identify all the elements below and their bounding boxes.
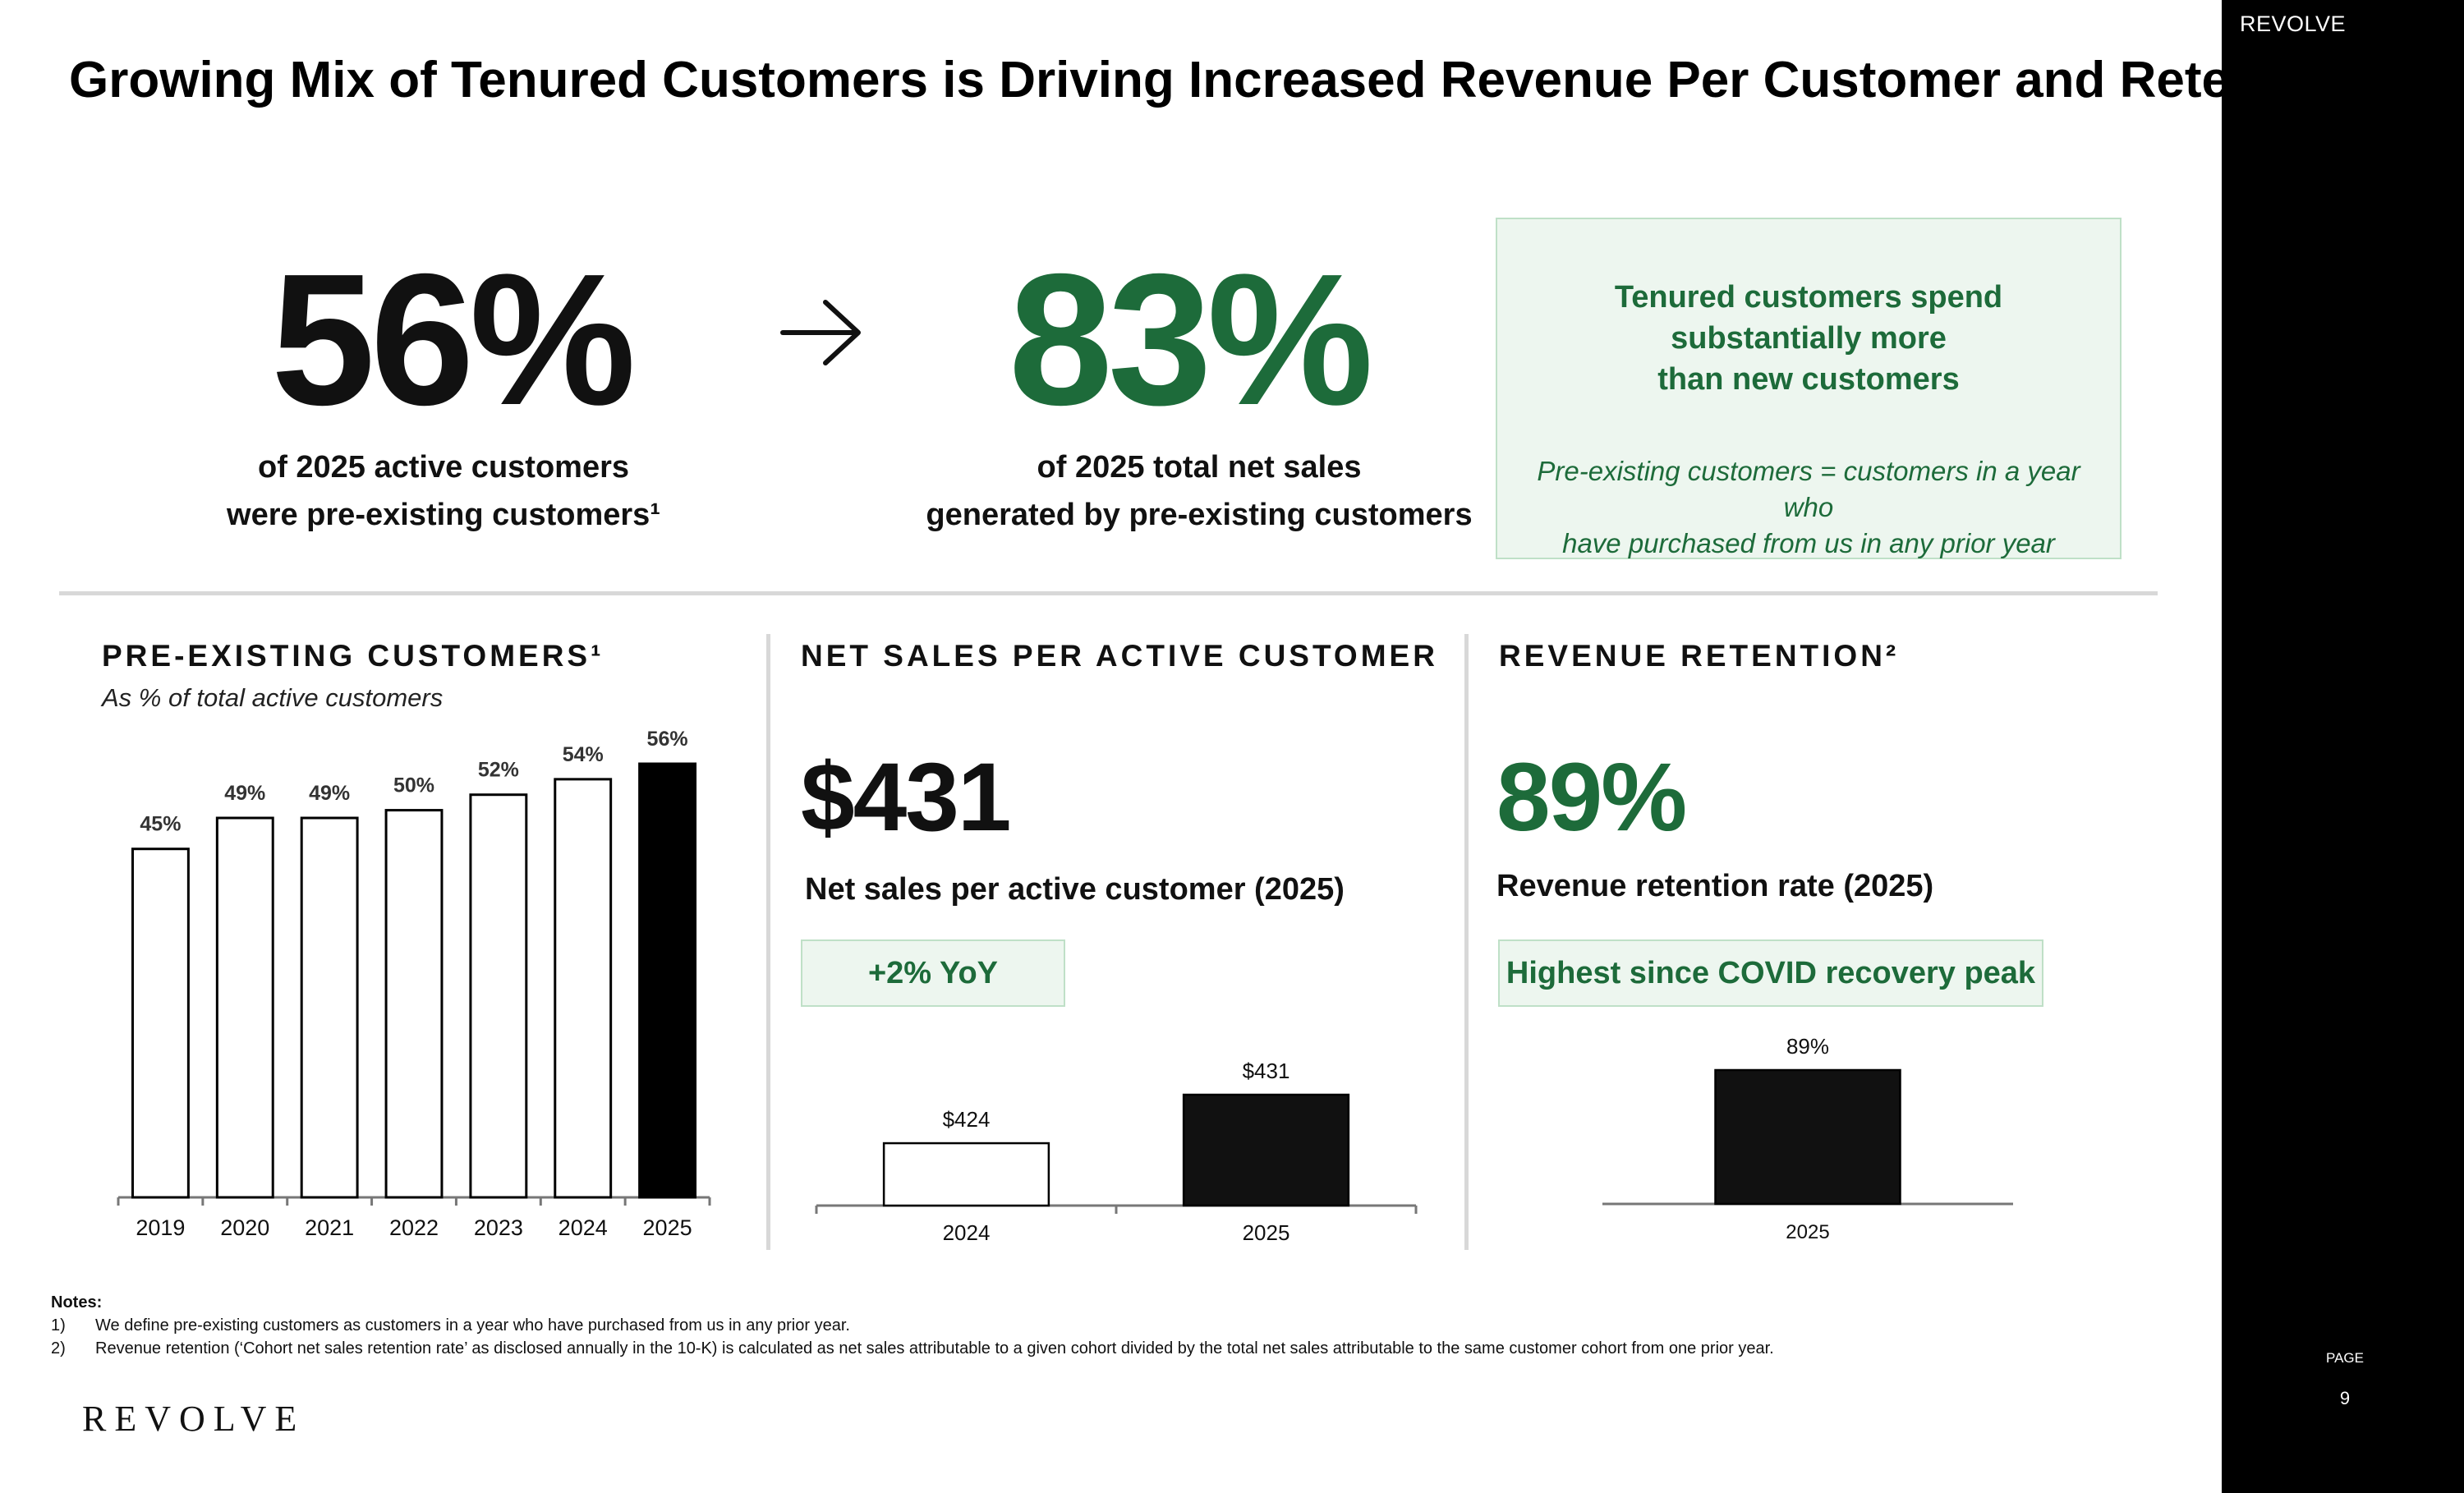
hero-right-caption: of 2025 total net sales generated by pre… bbox=[887, 443, 1511, 539]
revolve-logo: REVOLVE bbox=[82, 1399, 306, 1439]
x-tick-label-2023: 2023 bbox=[474, 1215, 523, 1240]
hero-left-caption-line1: of 2025 active customers bbox=[257, 450, 629, 485]
x-tick-label-2024: 2024 bbox=[559, 1215, 608, 1240]
x-tick-label-2025: 2025 bbox=[1786, 1221, 1829, 1243]
footnote-2-text: Revenue retention (‘Cohort net sales ret… bbox=[95, 1339, 1774, 1357]
callout-definition-line2: have purchased from us in any prior year bbox=[1562, 528, 2055, 558]
retention-badge: Highest since COVID recovery peak bbox=[1498, 939, 2043, 1007]
x-tick-label-2021: 2021 bbox=[305, 1215, 354, 1240]
net-sales-kpi-label: Net sales per active customer (2025) bbox=[805, 872, 1345, 907]
right-arrow-icon bbox=[780, 300, 861, 365]
callout-heading-line3: than new customers bbox=[1657, 362, 1960, 397]
callout-heading-line2: substantially more bbox=[1671, 321, 1947, 356]
net-sales-kpi: $431 bbox=[801, 743, 1012, 852]
preexisting-bar-chart: 45% 2019 49% 2020 49% 2021 50% 2022 52% 2023 54% 20… bbox=[117, 731, 711, 1240]
bar-2025 bbox=[1714, 1068, 1901, 1206]
data-label-2025: 56% bbox=[647, 731, 688, 751]
bar-2024 bbox=[882, 1142, 1050, 1207]
footnotes: Notes: 1) We define pre-existing custome… bbox=[51, 1291, 1774, 1360]
x-tick-label-2025: 2025 bbox=[1243, 1220, 1290, 1245]
hero-right-value: 83% bbox=[1009, 236, 1373, 444]
hero-right-caption-line2: generated by pre-existing customers bbox=[926, 498, 1473, 532]
footnote-2-number: 2) bbox=[51, 1339, 66, 1357]
callout-definition-line1: Pre-existing customers = customers in a … bbox=[1537, 456, 2080, 522]
sidebar-brand: REVOLVE bbox=[2240, 11, 2347, 36]
footnote-1-text: We define pre-existing customers as cust… bbox=[95, 1316, 850, 1335]
data-label-2025: $431 bbox=[1243, 1059, 1290, 1083]
callout-heading: Tenured customers spend substantially mo… bbox=[1497, 277, 2120, 400]
bar-2021 bbox=[300, 816, 359, 1199]
x-tick-label-2022: 2022 bbox=[389, 1215, 439, 1240]
data-label-2023: 52% bbox=[478, 759, 519, 782]
section-divider bbox=[59, 591, 2158, 595]
data-label-2021: 49% bbox=[309, 782, 350, 805]
callout-box: Tenured customers spend substantially mo… bbox=[1496, 218, 2122, 559]
footnote-1: 1) We define pre-existing customers as c… bbox=[51, 1314, 1774, 1337]
data-label-2025: 89% bbox=[1786, 1034, 1829, 1059]
hero-left-caption: of 2025 active customers were pre-existi… bbox=[189, 443, 698, 539]
retention-bar-chart: 89% 2025 bbox=[1602, 1034, 2013, 1243]
preexisting-subtitle: As % of total active customers bbox=[102, 683, 444, 712]
bar-2024 bbox=[554, 778, 613, 1199]
retention-kpi-label: Revenue retention rate (2025) bbox=[1496, 869, 1934, 903]
bar-2025 bbox=[1182, 1093, 1350, 1207]
hero-right-caption-line1: of 2025 total net sales bbox=[1037, 450, 1362, 485]
footnote-2: 2) Revenue retention (‘Cohort net sales … bbox=[51, 1337, 1774, 1360]
net-sales-bar-chart: $424 2024 $431 2025 bbox=[815, 1059, 1418, 1245]
callout-heading-line1: Tenured customers spend bbox=[1614, 280, 2003, 315]
page-label: PAGE bbox=[2326, 1350, 2364, 1366]
slide-title: Growing Mix of Tenured Customers is Driv… bbox=[69, 52, 2355, 108]
net-sales-title: NET SALES PER ACTIVE CUSTOMER bbox=[801, 639, 1438, 673]
data-label-2019: 45% bbox=[140, 813, 181, 836]
bar-2020 bbox=[215, 816, 274, 1199]
data-label-2024: $424 bbox=[943, 1107, 991, 1132]
notes-heading: Notes: bbox=[51, 1293, 103, 1312]
page-number: 9 bbox=[2339, 1388, 2351, 1408]
net-sales-yoy-badge: +2% YoY bbox=[801, 939, 1065, 1007]
bar-2025 bbox=[638, 762, 697, 1199]
data-label-2024: 54% bbox=[563, 743, 604, 766]
hero-left-value: 56% bbox=[271, 236, 636, 444]
bar-2022 bbox=[384, 809, 444, 1199]
column-divider-2 bbox=[1464, 634, 1469, 1250]
bar-2023 bbox=[469, 793, 528, 1199]
data-label-2022: 50% bbox=[393, 774, 434, 797]
column-divider-1 bbox=[766, 634, 770, 1250]
footnote-1-number: 1) bbox=[51, 1316, 66, 1335]
bar-2019 bbox=[131, 848, 190, 1199]
data-label-2020: 49% bbox=[224, 782, 265, 805]
x-tick-label-2020: 2020 bbox=[220, 1215, 269, 1240]
preexisting-title: PRE-EXISTING CUSTOMERS¹ bbox=[102, 639, 605, 673]
retention-kpi: 89% bbox=[1496, 743, 1687, 852]
x-tick-label-2025: 2025 bbox=[643, 1215, 692, 1240]
x-tick-label-2019: 2019 bbox=[136, 1215, 185, 1240]
x-tick-label-2024: 2024 bbox=[943, 1220, 991, 1245]
hero-left-caption-line2: were pre-existing customers¹ bbox=[227, 498, 660, 532]
callout-definition: Pre-existing customers = customers in a … bbox=[1497, 453, 2120, 562]
retention-title: REVENUE RETENTION² bbox=[1499, 639, 1900, 673]
sidebar: REVOLVE PAGE 9 bbox=[2222, 0, 2464, 1493]
